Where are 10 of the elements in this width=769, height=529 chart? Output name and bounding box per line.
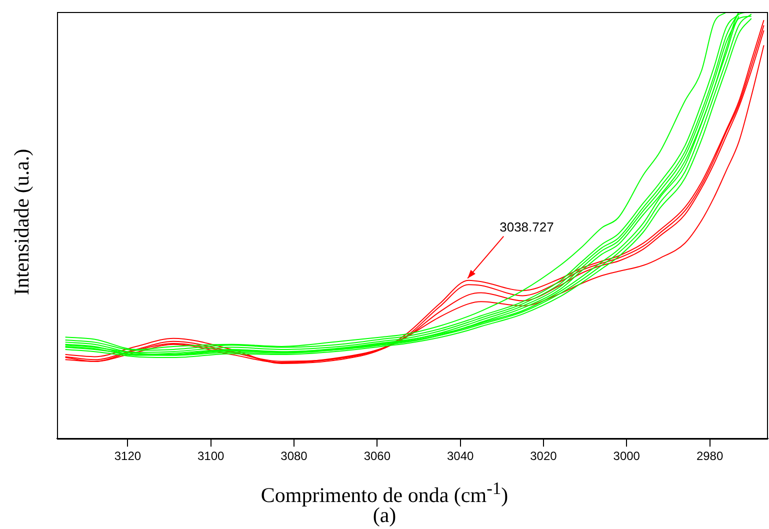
x-tick-label: 3040 bbox=[446, 449, 474, 464]
x-tick-label: 3000 bbox=[613, 449, 640, 464]
annotation: 3038.727 bbox=[500, 219, 554, 234]
x-tick-label: 3120 bbox=[114, 449, 142, 464]
x-tick-label: 2980 bbox=[696, 449, 724, 464]
x-tick-label: 3020 bbox=[530, 449, 558, 464]
y-axis-title: Intensidade (u.a.) bbox=[10, 148, 34, 296]
x-tick-label: 3080 bbox=[280, 449, 308, 464]
x-tick-label: 3100 bbox=[197, 449, 225, 464]
x-tick-label: 3060 bbox=[364, 449, 391, 464]
